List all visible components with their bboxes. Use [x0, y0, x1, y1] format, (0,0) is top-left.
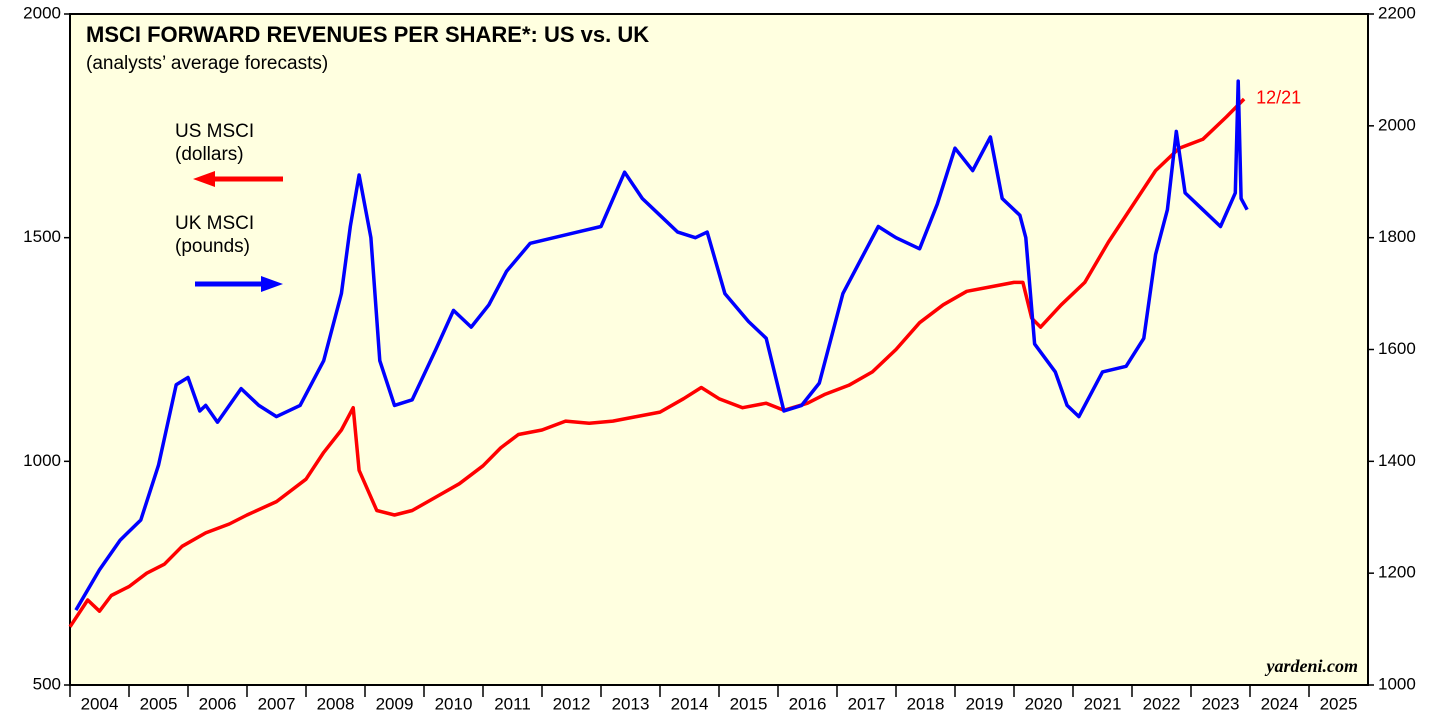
- x-tick-label: 2018: [907, 694, 945, 713]
- y2-tick-label: 2200: [1378, 3, 1416, 22]
- x-tick-label: 2014: [671, 694, 709, 713]
- series-line: [68, 97, 1246, 628]
- x-tick-label: 2004: [81, 694, 119, 713]
- y-tick-label: 2000: [23, 3, 61, 22]
- legend-arrow: [195, 276, 283, 292]
- x-tick-label: 2024: [1261, 694, 1299, 713]
- y2-tick-label: 1600: [1378, 339, 1416, 358]
- chart-title: MSCI FORWARD REVENUES PER SHARE*: US vs.…: [86, 22, 649, 47]
- arrow-head: [193, 171, 215, 187]
- x-tick-label: 2010: [435, 694, 473, 713]
- x-tick-label: 2020: [1025, 694, 1063, 713]
- x-tick-label: 2017: [848, 694, 886, 713]
- y2-tick-label: 1200: [1378, 563, 1416, 582]
- chart-subtitle: (analysts’ average forecasts): [86, 53, 328, 74]
- x-tick-label: 2007: [258, 694, 296, 713]
- legend-note: (dollars): [175, 144, 244, 165]
- source: yardeni.com: [1265, 656, 1359, 676]
- y2-tick-label: 1400: [1378, 451, 1416, 470]
- plot-area: [69, 13, 1369, 686]
- x-tick-label: 2011: [494, 694, 531, 713]
- x-tick-label: 2006: [199, 694, 237, 713]
- x-tick-label: 2016: [789, 694, 827, 713]
- y2-tick-label: 1000: [1378, 674, 1416, 693]
- x-tick-label: 2023: [1202, 694, 1240, 713]
- y-tick-label: 500: [33, 674, 61, 693]
- y-tick-label: 1000: [23, 451, 61, 470]
- x-tick-label: 2015: [730, 694, 768, 713]
- legend: US MSCI (dollars) UK MSCI (pounds): [175, 121, 283, 292]
- legend-arrow: [193, 171, 283, 187]
- y2-tick-label: 1800: [1378, 227, 1416, 246]
- series-line: [74, 79, 1249, 611]
- x-tick-label: 2025: [1320, 694, 1358, 713]
- legend-label: UK MSCI: [175, 213, 254, 234]
- x-tick-label: 2013: [612, 694, 650, 713]
- x-tick-label: 2005: [140, 694, 178, 713]
- arrow-head: [261, 276, 283, 292]
- legend-note: (pounds): [175, 236, 250, 257]
- x-tick-label: 2012: [553, 694, 591, 713]
- annotation: 12/21: [1256, 88, 1301, 108]
- x-tick-label: 2019: [966, 694, 1004, 713]
- x-tick-label: 2009: [376, 694, 414, 713]
- x-tick-label: 2008: [317, 694, 355, 713]
- y2-tick-label: 2000: [1378, 115, 1416, 134]
- y-tick-label: 1500: [23, 227, 61, 246]
- x-tick-label: 2021: [1084, 694, 1122, 713]
- x-tick-label: 2022: [1143, 694, 1181, 713]
- legend-label: US MSCI: [175, 121, 254, 142]
